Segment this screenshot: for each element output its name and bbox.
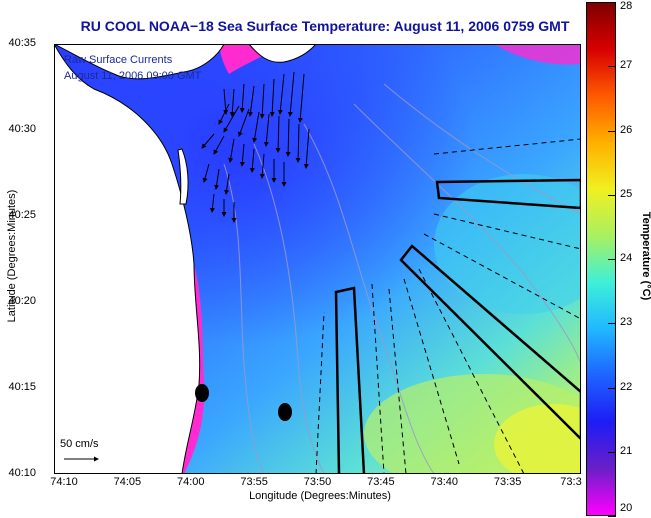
staten-island-coast	[248, 44, 317, 63]
x-tick-label: 74:05	[113, 476, 142, 488]
y-tick-label: 40:15	[8, 381, 36, 393]
sea-surface-temperature-map	[54, 44, 581, 474]
colorbar-tick-label: 24	[620, 252, 633, 264]
plot-frame	[54, 44, 581, 474]
survey-lines	[315, 138, 581, 474]
y-tick-label: 40:25	[8, 209, 36, 221]
colorbar-tick-label: 21	[620, 444, 633, 457]
colorbar-tick-mark	[608, 259, 616, 260]
colorbar-tick-mark	[608, 2, 616, 3]
x-tick-label: 74:10	[50, 476, 78, 488]
colorbar-tick-label: 20	[620, 502, 633, 514]
cold-coastal-water	[494, 44, 581, 65]
x-tick-label: 73:50	[303, 476, 332, 488]
y-tick-label: 40:10	[8, 467, 36, 479]
legend-line-1: Raw Surface Currents	[64, 54, 173, 66]
warm-water-patch	[494, 404, 581, 474]
colorbar-tick-mark	[608, 516, 616, 517]
x-axis-label: Longitude (Degrees:Minutes)	[249, 490, 391, 502]
warm-water-patch	[434, 174, 581, 314]
x-tick-label: 73:40	[430, 476, 459, 488]
x-tick-label: 73:3	[560, 476, 582, 488]
sandy-hook	[177, 148, 189, 205]
station-marker	[195, 384, 209, 402]
x-tick-label: 73:45	[367, 476, 395, 488]
colorbar-tick-label: 22	[620, 380, 633, 393]
long-island-land	[54, 44, 225, 80]
y-tick-label: 40:20	[8, 295, 36, 307]
colorbar-tick-mark	[608, 451, 616, 453]
legend-line-2: August 11, 2006 09:00 GMT	[64, 70, 202, 82]
x-tick-label: 73:55	[240, 476, 268, 488]
colorbar-tick-label: 27	[620, 59, 633, 72]
colorbar-tick-label: 25	[620, 187, 633, 200]
y-tick-label: 40:35	[8, 37, 36, 49]
colorbar-tick-mark	[608, 387, 616, 389]
scale-label: 50 cm/s	[60, 438, 99, 450]
bathymetry-contours	[223, 83, 581, 474]
colorbar-label: Temperature (°C)	[640, 211, 651, 301]
x-tick-label: 74:00	[176, 476, 205, 488]
new-jersey-land	[54, 44, 201, 474]
x-tick-label: 73:35	[493, 476, 522, 488]
colorbar-tick-mark	[608, 194, 616, 196]
station-marker	[278, 403, 292, 421]
colorbar-tick-label: 26	[620, 123, 633, 136]
map-title: RU COOL NOAA−18 Sea Surface Temperature:…	[80, 18, 570, 34]
y-tick-label: 40:30	[8, 123, 36, 135]
colorbar-tick-label: 23	[620, 316, 633, 329]
colorbar-tick-mark	[608, 323, 616, 325]
colorbar-tick-mark	[608, 66, 616, 68]
y-axis-label: Latitude (Degrees:Minutes)	[6, 189, 18, 323]
colorbar-tick-mark	[608, 130, 616, 132]
surface-current-vectors	[201, 71, 310, 223]
colorbar-tick-label: 28	[620, 0, 633, 12]
